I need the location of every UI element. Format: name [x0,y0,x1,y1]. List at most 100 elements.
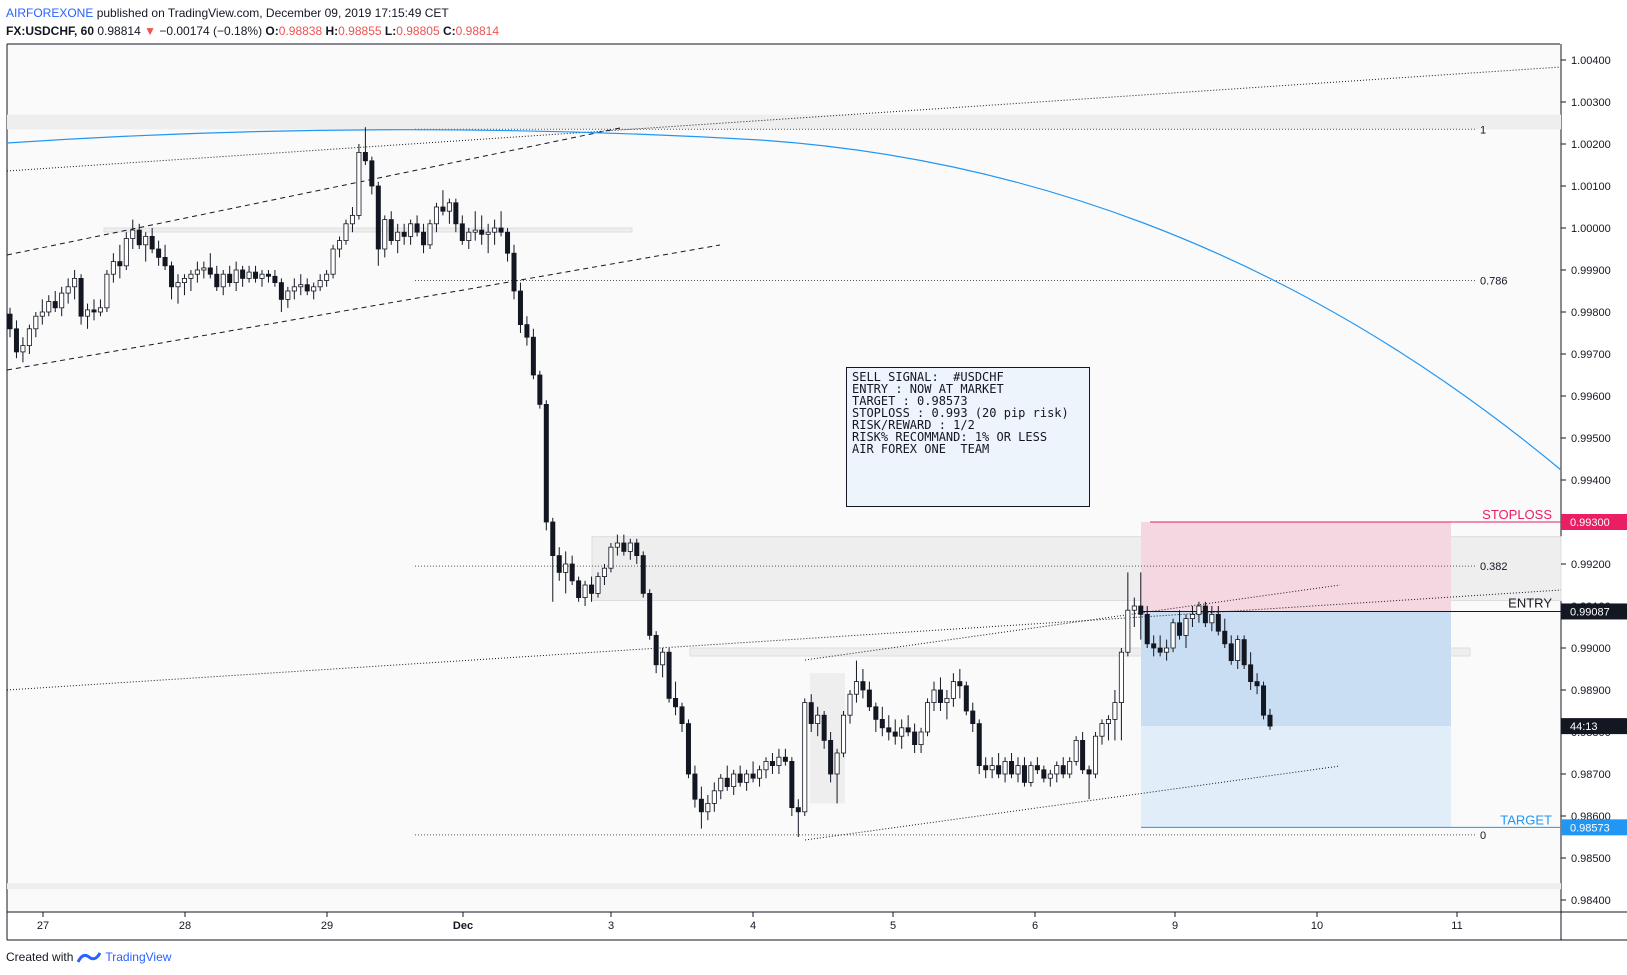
candle [1177,622,1183,636]
chart-header: AIRFOREXONE published on TradingView.com… [6,4,499,40]
candle [860,681,866,691]
candle [614,542,620,548]
candle [550,521,556,556]
candle [369,160,375,187]
candle [892,731,898,737]
candle [7,313,13,330]
candle [763,761,769,771]
signal-line: STOPLOSS : 0.993 (20 pip risk) [852,406,1069,420]
candle [440,206,446,212]
time-tick-label: 6 [1032,920,1038,932]
candle [1209,614,1215,624]
tradingview-link[interactable]: TradingView [105,950,172,964]
candle [789,761,795,809]
candle [1067,761,1073,775]
footer: Created with TradingView [6,950,171,964]
candle [1131,605,1137,611]
candle [117,261,123,267]
fib-label: 0.382 [1480,561,1508,573]
base-zone [810,673,845,804]
candle [1054,765,1060,775]
candle [485,231,491,235]
candle [989,765,995,771]
tradingview-logo-icon [77,952,102,963]
wedge-upper-line [804,584,1341,661]
candle [718,777,724,792]
countdown-tag [1561,718,1627,735]
candle [795,807,801,813]
candle [130,229,136,239]
candle [563,563,569,573]
candle [873,706,879,720]
candle [724,777,730,788]
time-tick-label: 27 [37,920,49,932]
arc-curve [6,129,1562,471]
candle [802,702,808,813]
candle [653,635,659,666]
candle [912,731,918,745]
candle [1151,643,1157,649]
candle [278,282,284,300]
candle [298,284,304,288]
price-tick-label: 0.98400 [1571,895,1611,907]
low-value: 0.98805 [396,24,440,38]
candle [1235,639,1241,661]
candle [886,727,892,733]
candle [976,723,982,766]
reward-zone-filled [1141,611,1451,727]
candle [253,271,259,279]
candle [821,714,827,741]
candle [963,685,969,712]
candle [91,309,97,313]
signal-note[interactable]: SELL SIGNAL: #USDCHF ENTRY : NOW AT MARK… [846,367,1090,507]
candle [181,277,187,283]
price-tick-label: 1.00300 [1571,97,1611,109]
author-link[interactable]: AIRFOREXONE [6,6,94,20]
candle [1183,618,1189,636]
candle [498,227,504,233]
candle [1170,622,1176,649]
symbol-label: FX:USDCHF, 60 [6,24,95,38]
candle [110,261,116,275]
candle [983,765,989,771]
candle [169,265,175,288]
candle [337,240,343,250]
candle [343,223,349,242]
candle [401,231,407,237]
time-tick-label: 29 [321,920,333,932]
fib-label: 1 [1480,124,1486,136]
candle [149,235,155,250]
candle [291,286,297,292]
candle [640,555,646,594]
candle [1105,719,1111,725]
price-tick-label: 0.99000 [1571,643,1611,655]
candle [750,773,756,779]
time-tick-label: 10 [1311,920,1323,932]
candle [20,345,26,353]
candle [918,731,924,745]
candle [1118,651,1124,704]
stoploss-label: STOPLOSS [1482,507,1552,522]
candle [970,710,976,725]
candle [1047,773,1053,779]
price-tick-label: 0.99600 [1571,391,1611,403]
candle [395,231,401,241]
candle [240,269,246,279]
candle [905,727,911,733]
high-value: 0.98855 [338,24,382,38]
candle [834,752,840,775]
entry-price: 0.99087 [1570,606,1610,618]
candle [214,273,220,288]
candle [59,292,65,309]
target-price: 0.98573 [1570,822,1610,834]
candle [647,593,653,636]
low-label: L: [384,24,397,38]
candle [1254,681,1260,687]
candle [1073,740,1079,762]
candle [517,290,523,325]
candle [446,202,452,212]
time-tick-label: 9 [1172,920,1178,932]
candle [1125,609,1131,653]
support-zone [7,883,1561,890]
